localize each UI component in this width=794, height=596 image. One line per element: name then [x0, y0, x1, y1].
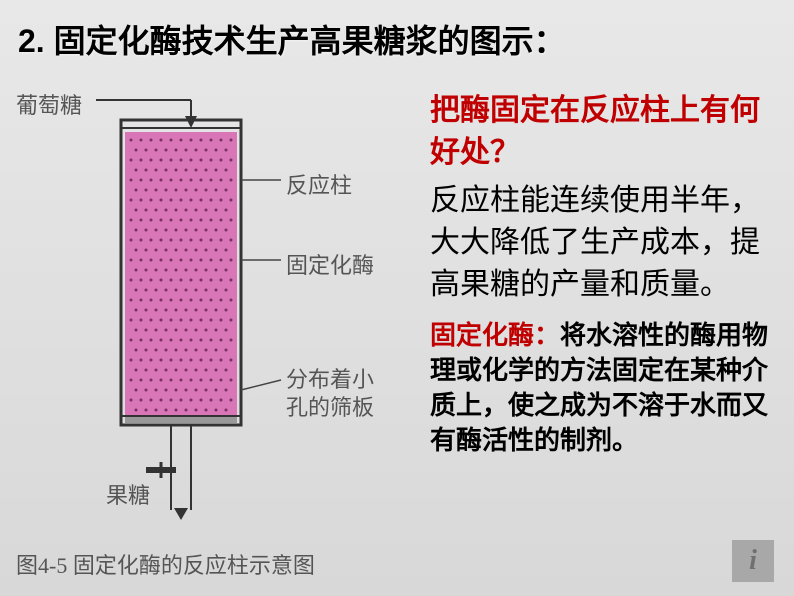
figure-caption: 图4-5 固定化酶的反应柱示意图	[16, 548, 315, 580]
glucose-input-label: 葡萄糖	[16, 88, 82, 120]
page-title: 2. 固定化酶技术生产高果糖浆的图示：	[18, 16, 566, 62]
sieve-label-2: 孔的筛板	[286, 390, 374, 422]
diagram-container: 葡萄糖 反应柱 固定化酶 分布着小 孔的筛板 果糖 图4-5 固定化酶的反应柱示…	[6, 70, 416, 590]
info-icon[interactable]: i	[732, 540, 774, 582]
question-text: 把酶固定在反应柱上有何好处？	[430, 90, 785, 174]
definition-term: 固定化酶：	[430, 320, 560, 350]
fructose-output-label: 果糖	[106, 478, 150, 510]
enzyme-label: 固定化酶	[286, 248, 374, 280]
reaction-column-diagram	[6, 70, 416, 590]
text-content: 把酶固定在反应柱上有何好处？ 反应柱能连续使用半年，大大降低了生产成本，提高果糖…	[430, 90, 785, 458]
column-label: 反应柱	[286, 168, 352, 200]
answer-text: 反应柱能连续使用半年，大大降低了生产成本，提高果糖的产量和质量。	[430, 180, 785, 306]
definition-block: 固定化酶：将水溶性的酶用物理或化学的方法固定在某种介质上，使之成为不溶于水而又有…	[430, 318, 785, 458]
